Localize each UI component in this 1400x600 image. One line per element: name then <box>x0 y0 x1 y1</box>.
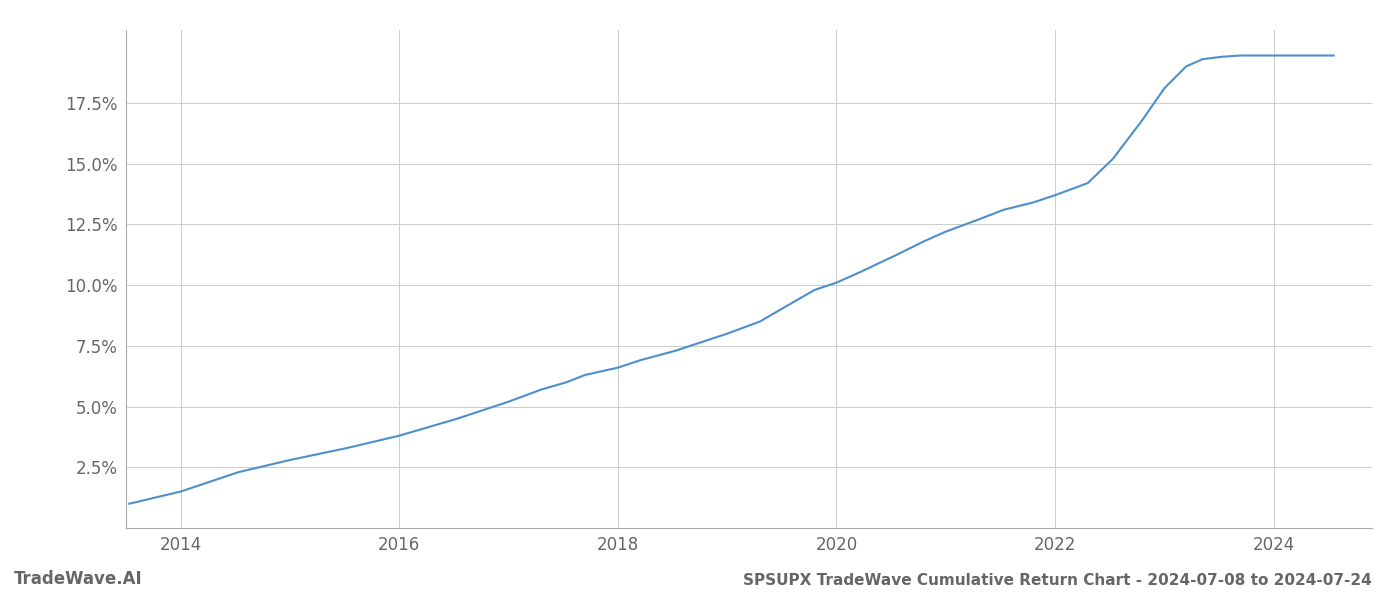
Text: TradeWave.AI: TradeWave.AI <box>14 570 143 588</box>
Text: SPSUPX TradeWave Cumulative Return Chart - 2024-07-08 to 2024-07-24: SPSUPX TradeWave Cumulative Return Chart… <box>743 573 1372 588</box>
